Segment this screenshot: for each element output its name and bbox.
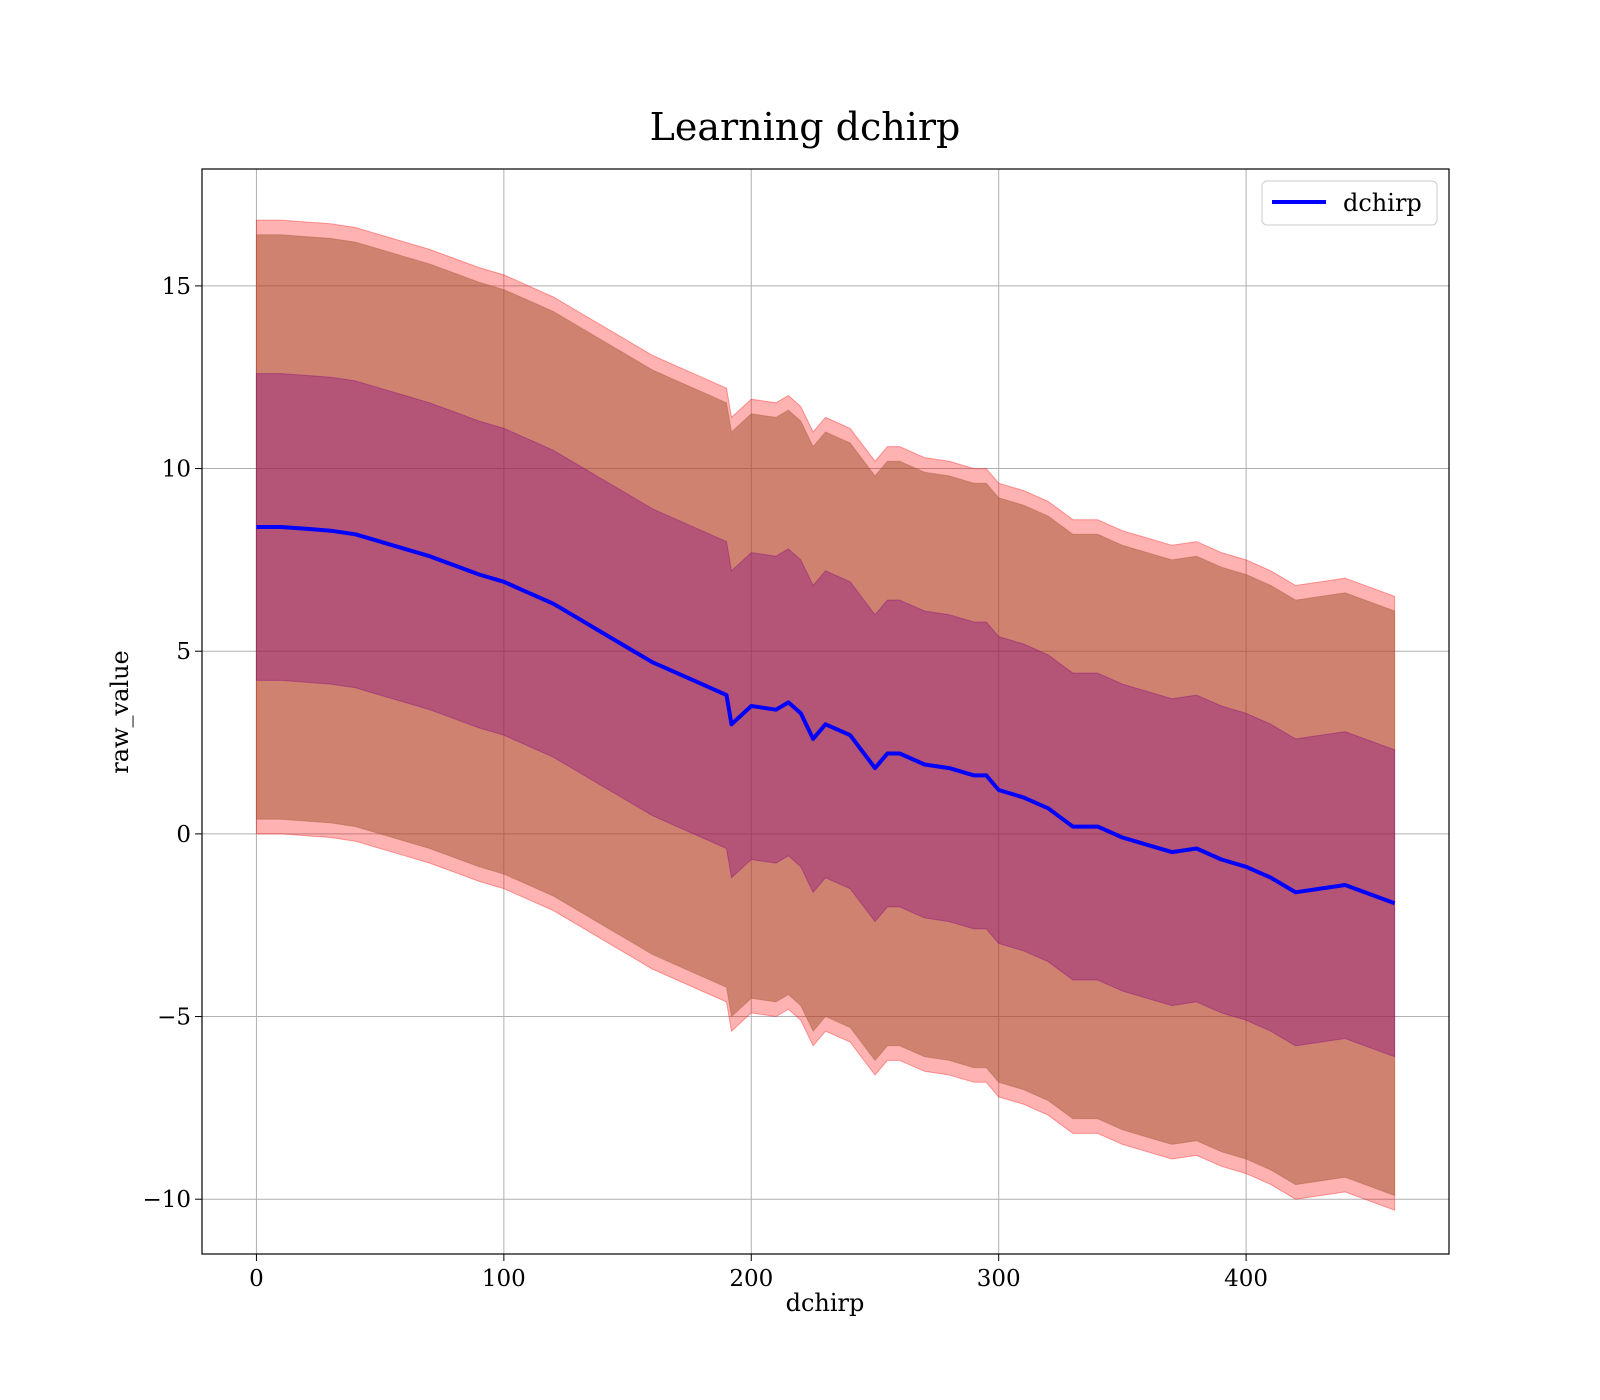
y-tick-label: 10 [162, 457, 191, 483]
x-tick-label: 300 [977, 1266, 1021, 1292]
x-tick-label: 200 [729, 1266, 773, 1292]
y-tick-label: 0 [176, 822, 191, 848]
y-tick-label: −10 [142, 1187, 191, 1213]
plot-frame [201, 168, 1450, 1255]
series-line-dchirp [256, 525, 1396, 906]
y-axis-label: raw_value [106, 650, 134, 774]
band-inner [255, 373, 1396, 1058]
legend-label-dchirp: dchirp [1343, 189, 1422, 217]
y-tick-label: 5 [176, 639, 191, 665]
x-tick-label: 0 [249, 1266, 264, 1292]
x-tick-label: 400 [1224, 1266, 1268, 1292]
series-lines [256, 525, 1396, 906]
ticks: 0 100 200 300 400 −10 −5 0 5 10 15 [142, 274, 1268, 1292]
bands [255, 219, 1396, 1211]
x-tick-label: 100 [482, 1266, 526, 1292]
legend: dchirp [1261, 180, 1438, 226]
legend-box [1261, 180, 1438, 226]
x-axis-label: dchirp [786, 1289, 865, 1317]
band-middle [255, 234, 1396, 1197]
y-tick-label: −5 [157, 1005, 191, 1031]
chart-title: Learning dchirp [650, 105, 961, 149]
y-tick-label: 15 [162, 274, 191, 300]
